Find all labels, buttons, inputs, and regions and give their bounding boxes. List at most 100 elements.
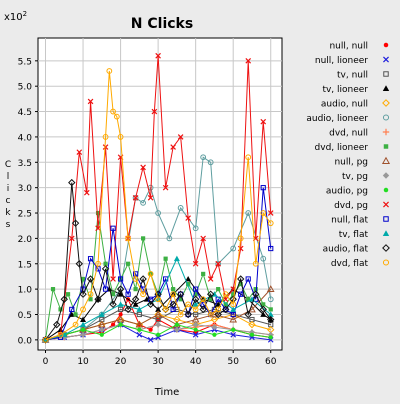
legend-label: audio, null <box>321 100 368 110</box>
data-point <box>185 215 191 221</box>
data-point <box>171 287 176 292</box>
data-point <box>155 321 162 328</box>
data-point <box>211 324 218 331</box>
data-point <box>248 320 256 329</box>
data-point <box>230 245 237 252</box>
data-point <box>80 331 87 338</box>
y-multiplier: x102 <box>4 10 27 23</box>
data-point <box>382 230 390 237</box>
data-point <box>117 306 124 313</box>
data-point <box>87 291 94 298</box>
data-point <box>245 276 251 282</box>
series-group <box>41 52 275 344</box>
data-point <box>185 301 192 308</box>
data-point <box>207 159 214 166</box>
legend-label: null, flat <box>331 216 368 226</box>
data-point <box>382 85 390 92</box>
data-point <box>71 219 80 227</box>
data-point <box>382 259 390 266</box>
data-point <box>382 99 390 107</box>
data-point <box>192 331 199 338</box>
data-point <box>267 220 274 227</box>
data-point <box>80 316 87 322</box>
x-tick-label: 60 <box>265 357 277 367</box>
data-point <box>382 244 390 252</box>
data-point <box>73 312 78 317</box>
data-point <box>230 311 236 318</box>
series-audio-flat <box>41 178 275 344</box>
data-point <box>185 311 191 318</box>
data-point <box>86 275 95 283</box>
data-point <box>132 276 139 282</box>
data-point <box>140 291 147 298</box>
data-point <box>206 290 215 298</box>
data-point <box>176 290 185 298</box>
data-point <box>57 331 64 338</box>
data-point <box>133 287 138 292</box>
x-tick-label: 50 <box>227 357 239 367</box>
legend-item: tv, null <box>337 71 389 81</box>
data-point <box>117 301 124 307</box>
data-point <box>137 327 142 332</box>
data-point <box>155 210 162 216</box>
data-point <box>192 225 199 232</box>
legend-label: null, null <box>329 42 368 52</box>
data-point <box>155 306 162 312</box>
legend-label: dvd, pg <box>334 201 368 211</box>
series-dvd-pg <box>42 52 274 343</box>
y-tick-label: 4.5 <box>18 108 32 118</box>
data-point <box>148 327 153 332</box>
legend-label: tv, flat <box>339 230 369 240</box>
data-point <box>383 42 389 48</box>
data-point <box>80 321 87 328</box>
data-point <box>125 291 131 297</box>
data-point <box>102 286 109 292</box>
data-point <box>95 260 101 267</box>
legend-item: audio, lioneer <box>306 114 390 124</box>
data-point <box>201 271 206 277</box>
data-point <box>110 276 116 282</box>
data-point <box>151 108 158 115</box>
y-axis-label-char: i <box>7 184 10 194</box>
data-point <box>185 275 192 282</box>
data-point <box>177 134 184 140</box>
data-point <box>117 276 124 282</box>
data-point <box>60 295 68 303</box>
data-point <box>237 235 244 242</box>
data-point <box>383 56 389 63</box>
data-point <box>156 332 161 337</box>
legend-item: null, pg <box>334 156 391 168</box>
data-point <box>53 320 61 329</box>
data-point <box>95 266 101 272</box>
legend-item: dvd, flat <box>331 259 390 269</box>
data-point <box>193 327 198 332</box>
data-point <box>230 306 237 312</box>
legend-label: dvd, null <box>329 129 368 139</box>
data-point <box>268 335 273 340</box>
data-point <box>383 71 389 77</box>
data-point <box>68 178 76 187</box>
y-tick-label: 1.5 <box>18 260 32 270</box>
data-point <box>109 300 117 309</box>
data-point <box>231 327 236 332</box>
data-point <box>223 302 228 307</box>
data-point <box>268 245 274 252</box>
data-point <box>88 297 93 302</box>
series-dvd-flat <box>42 68 274 343</box>
data-point <box>125 235 131 242</box>
data-point <box>110 322 116 327</box>
legend-label: dvd, flat <box>331 259 369 269</box>
data-point <box>80 306 86 313</box>
x-axis: 0 10 20 30 40 50 60 <box>43 350 277 367</box>
legend-label: null, lioneer <box>315 56 368 66</box>
data-point <box>381 156 391 165</box>
data-point <box>245 210 252 216</box>
data-point <box>94 295 102 303</box>
y-tick-label: 0.5 <box>18 311 32 321</box>
data-point <box>177 311 184 318</box>
y-tick-label: 3.5 <box>18 159 32 169</box>
data-point <box>208 297 213 302</box>
data-point <box>230 301 237 308</box>
data-point <box>260 118 267 125</box>
data-point <box>136 306 143 312</box>
